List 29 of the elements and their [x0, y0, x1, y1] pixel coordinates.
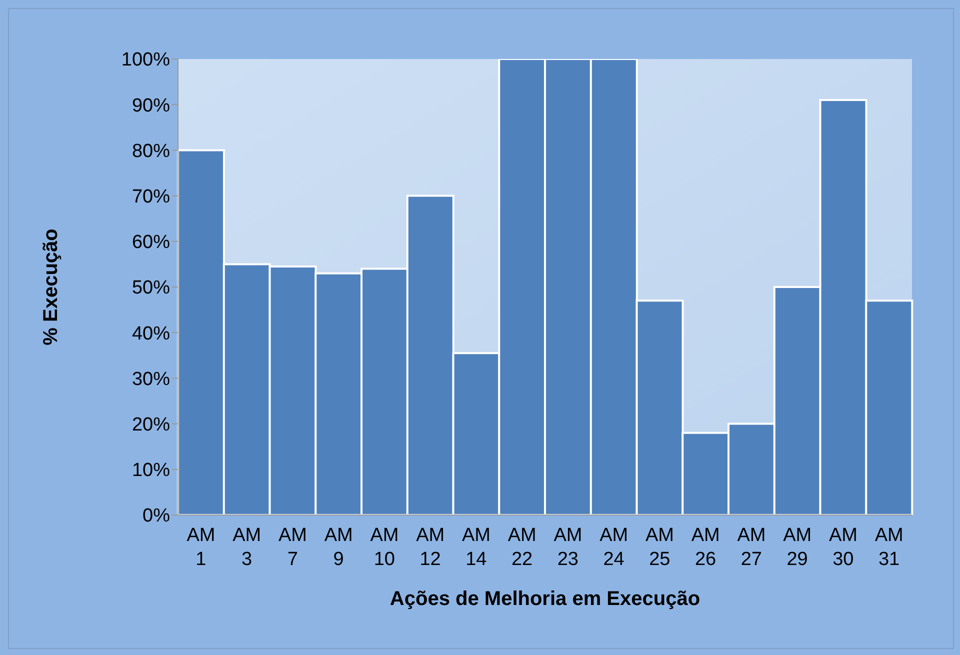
x-tick-label: AM 27: [737, 525, 766, 570]
y-tick-label: 20%: [132, 414, 170, 436]
x-tick-label: AM 25: [645, 525, 674, 570]
x-tick-label: AM 7: [278, 525, 307, 570]
x-tick-label: AM 1: [186, 525, 216, 570]
y-tick-label: 60%: [132, 232, 170, 254]
x-axis-title: Ações de Melhoria em Execução: [390, 588, 700, 610]
y-tick-label: 0%: [142, 506, 170, 527]
x-tick-label: AM 26: [691, 525, 720, 570]
x-tick-label: AM 30: [828, 525, 858, 570]
x-tick-label: AM 29: [783, 525, 812, 570]
y-tick-label: 70%: [132, 186, 170, 208]
x-tick-label: AM 23: [554, 525, 582, 570]
y-tick-label: 80%: [132, 140, 170, 162]
x-tick-label: AM 9: [324, 525, 353, 570]
y-tick-label: 40%: [132, 323, 170, 344]
x-tick-label: AM 31: [874, 525, 904, 570]
y-axis-title: % Execução: [40, 228, 62, 346]
y-tick-label: 10%: [132, 460, 170, 482]
x-tick-label: AM 3: [232, 525, 262, 570]
x-tick-label: AM 22: [508, 525, 536, 570]
y-tick-label: 100%: [121, 50, 170, 71]
y-tick-label: 90%: [132, 95, 170, 116]
y-tick-label: 30%: [132, 368, 170, 390]
x-tick-label: AM 10: [370, 525, 399, 570]
x-tick-label: AM 14: [462, 525, 490, 570]
x-tick-label: AM 12: [416, 525, 445, 570]
y-tick-label: 50%: [132, 278, 170, 299]
x-tick-label: AM 24: [600, 525, 628, 570]
